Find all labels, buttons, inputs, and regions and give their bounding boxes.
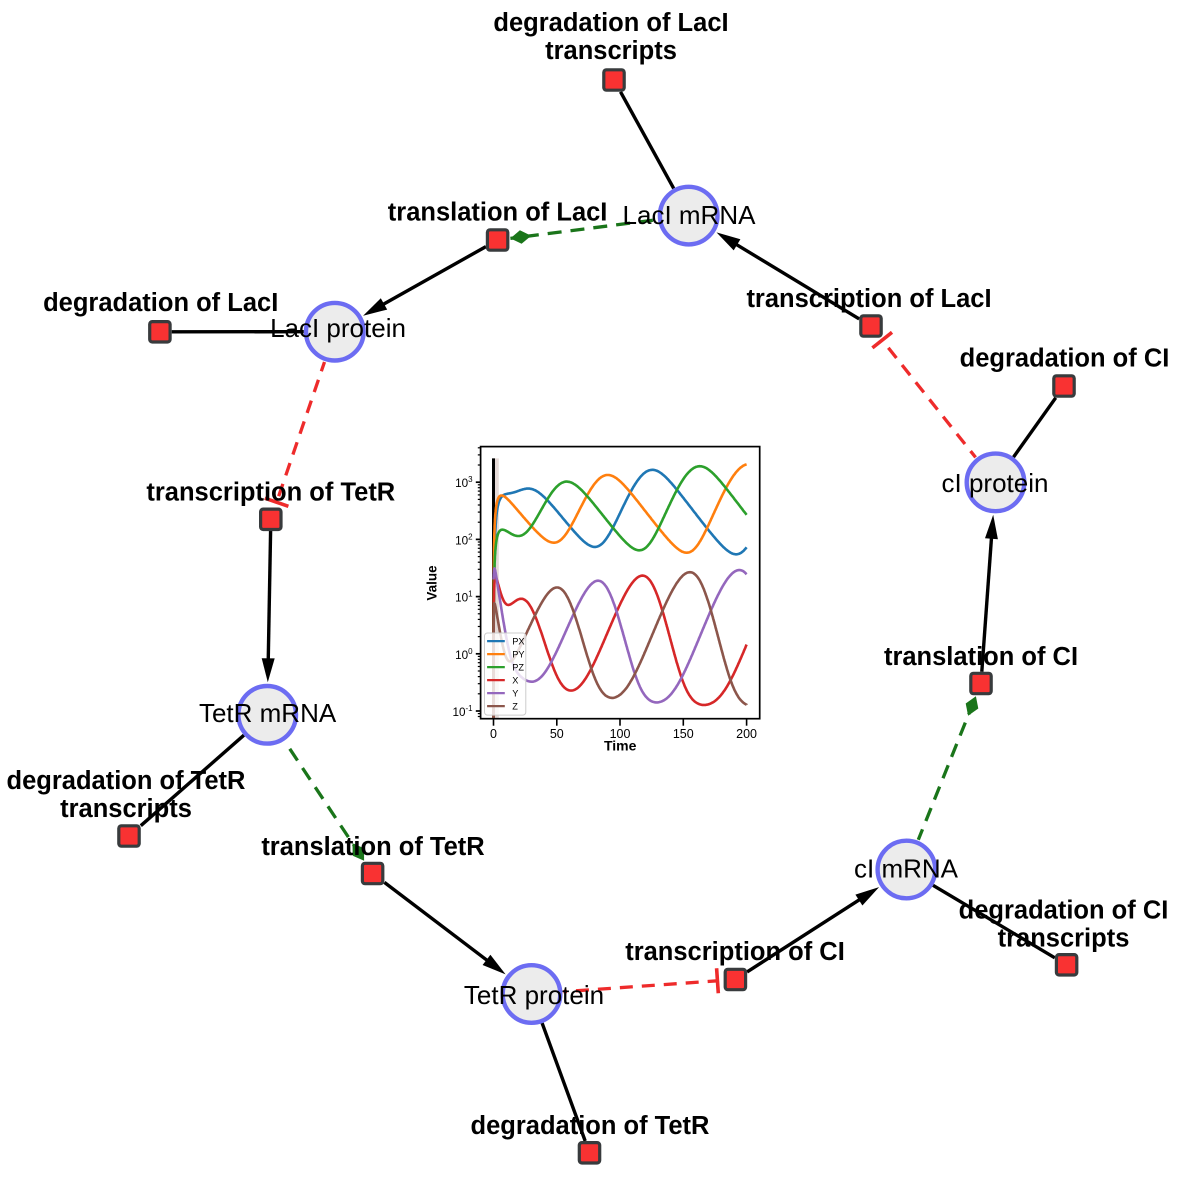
svg-text:Z: Z [512,702,518,712]
svg-text:transcripts: transcripts [60,795,192,823]
svg-text:translation of LacI: translation of LacI [388,199,608,227]
svg-text:TetR protein: TetR protein [464,980,604,1010]
svg-text:transcription of CI: transcription of CI [625,938,845,966]
svg-text:degradation of CI: degradation of CI [960,345,1170,373]
svg-text:translation of TetR: translation of TetR [261,833,484,861]
svg-text:200: 200 [736,727,757,741]
svg-text:PZ: PZ [512,663,524,673]
svg-text:50: 50 [550,727,564,741]
svg-text:transcripts: transcripts [545,37,677,65]
svg-text:transcription of TetR: transcription of TetR [146,479,395,507]
svg-text:LacI mRNA: LacI mRNA [623,200,757,230]
svg-text:degradation of TetR: degradation of TetR [7,767,246,795]
svg-text:LacI protein: LacI protein [270,313,406,343]
svg-text:cI mRNA: cI mRNA [854,854,959,884]
svg-text:Time: Time [604,738,637,754]
svg-text:0: 0 [490,727,497,741]
svg-text:X: X [512,676,518,686]
svg-text:degradation of CI: degradation of CI [959,897,1169,925]
svg-text:Y: Y [512,689,518,699]
svg-text:transcripts: transcripts [998,925,1130,953]
svg-text:PY: PY [512,650,524,660]
svg-text:Value: Value [425,565,440,601]
svg-text:degradation of LacI: degradation of LacI [493,9,728,37]
svg-text:TetR mRNA: TetR mRNA [199,698,337,728]
svg-text:translation of CI: translation of CI [884,643,1078,671]
svg-text:degradation of TetR: degradation of TetR [471,1112,710,1140]
svg-text:PX: PX [512,637,524,647]
svg-text:transcription of LacI: transcription of LacI [746,285,991,313]
svg-text:cI protein: cI protein [942,468,1049,498]
svg-text:150: 150 [673,727,694,741]
svg-text:degradation of LacI: degradation of LacI [43,289,278,317]
svg-text:100: 100 [610,727,631,741]
